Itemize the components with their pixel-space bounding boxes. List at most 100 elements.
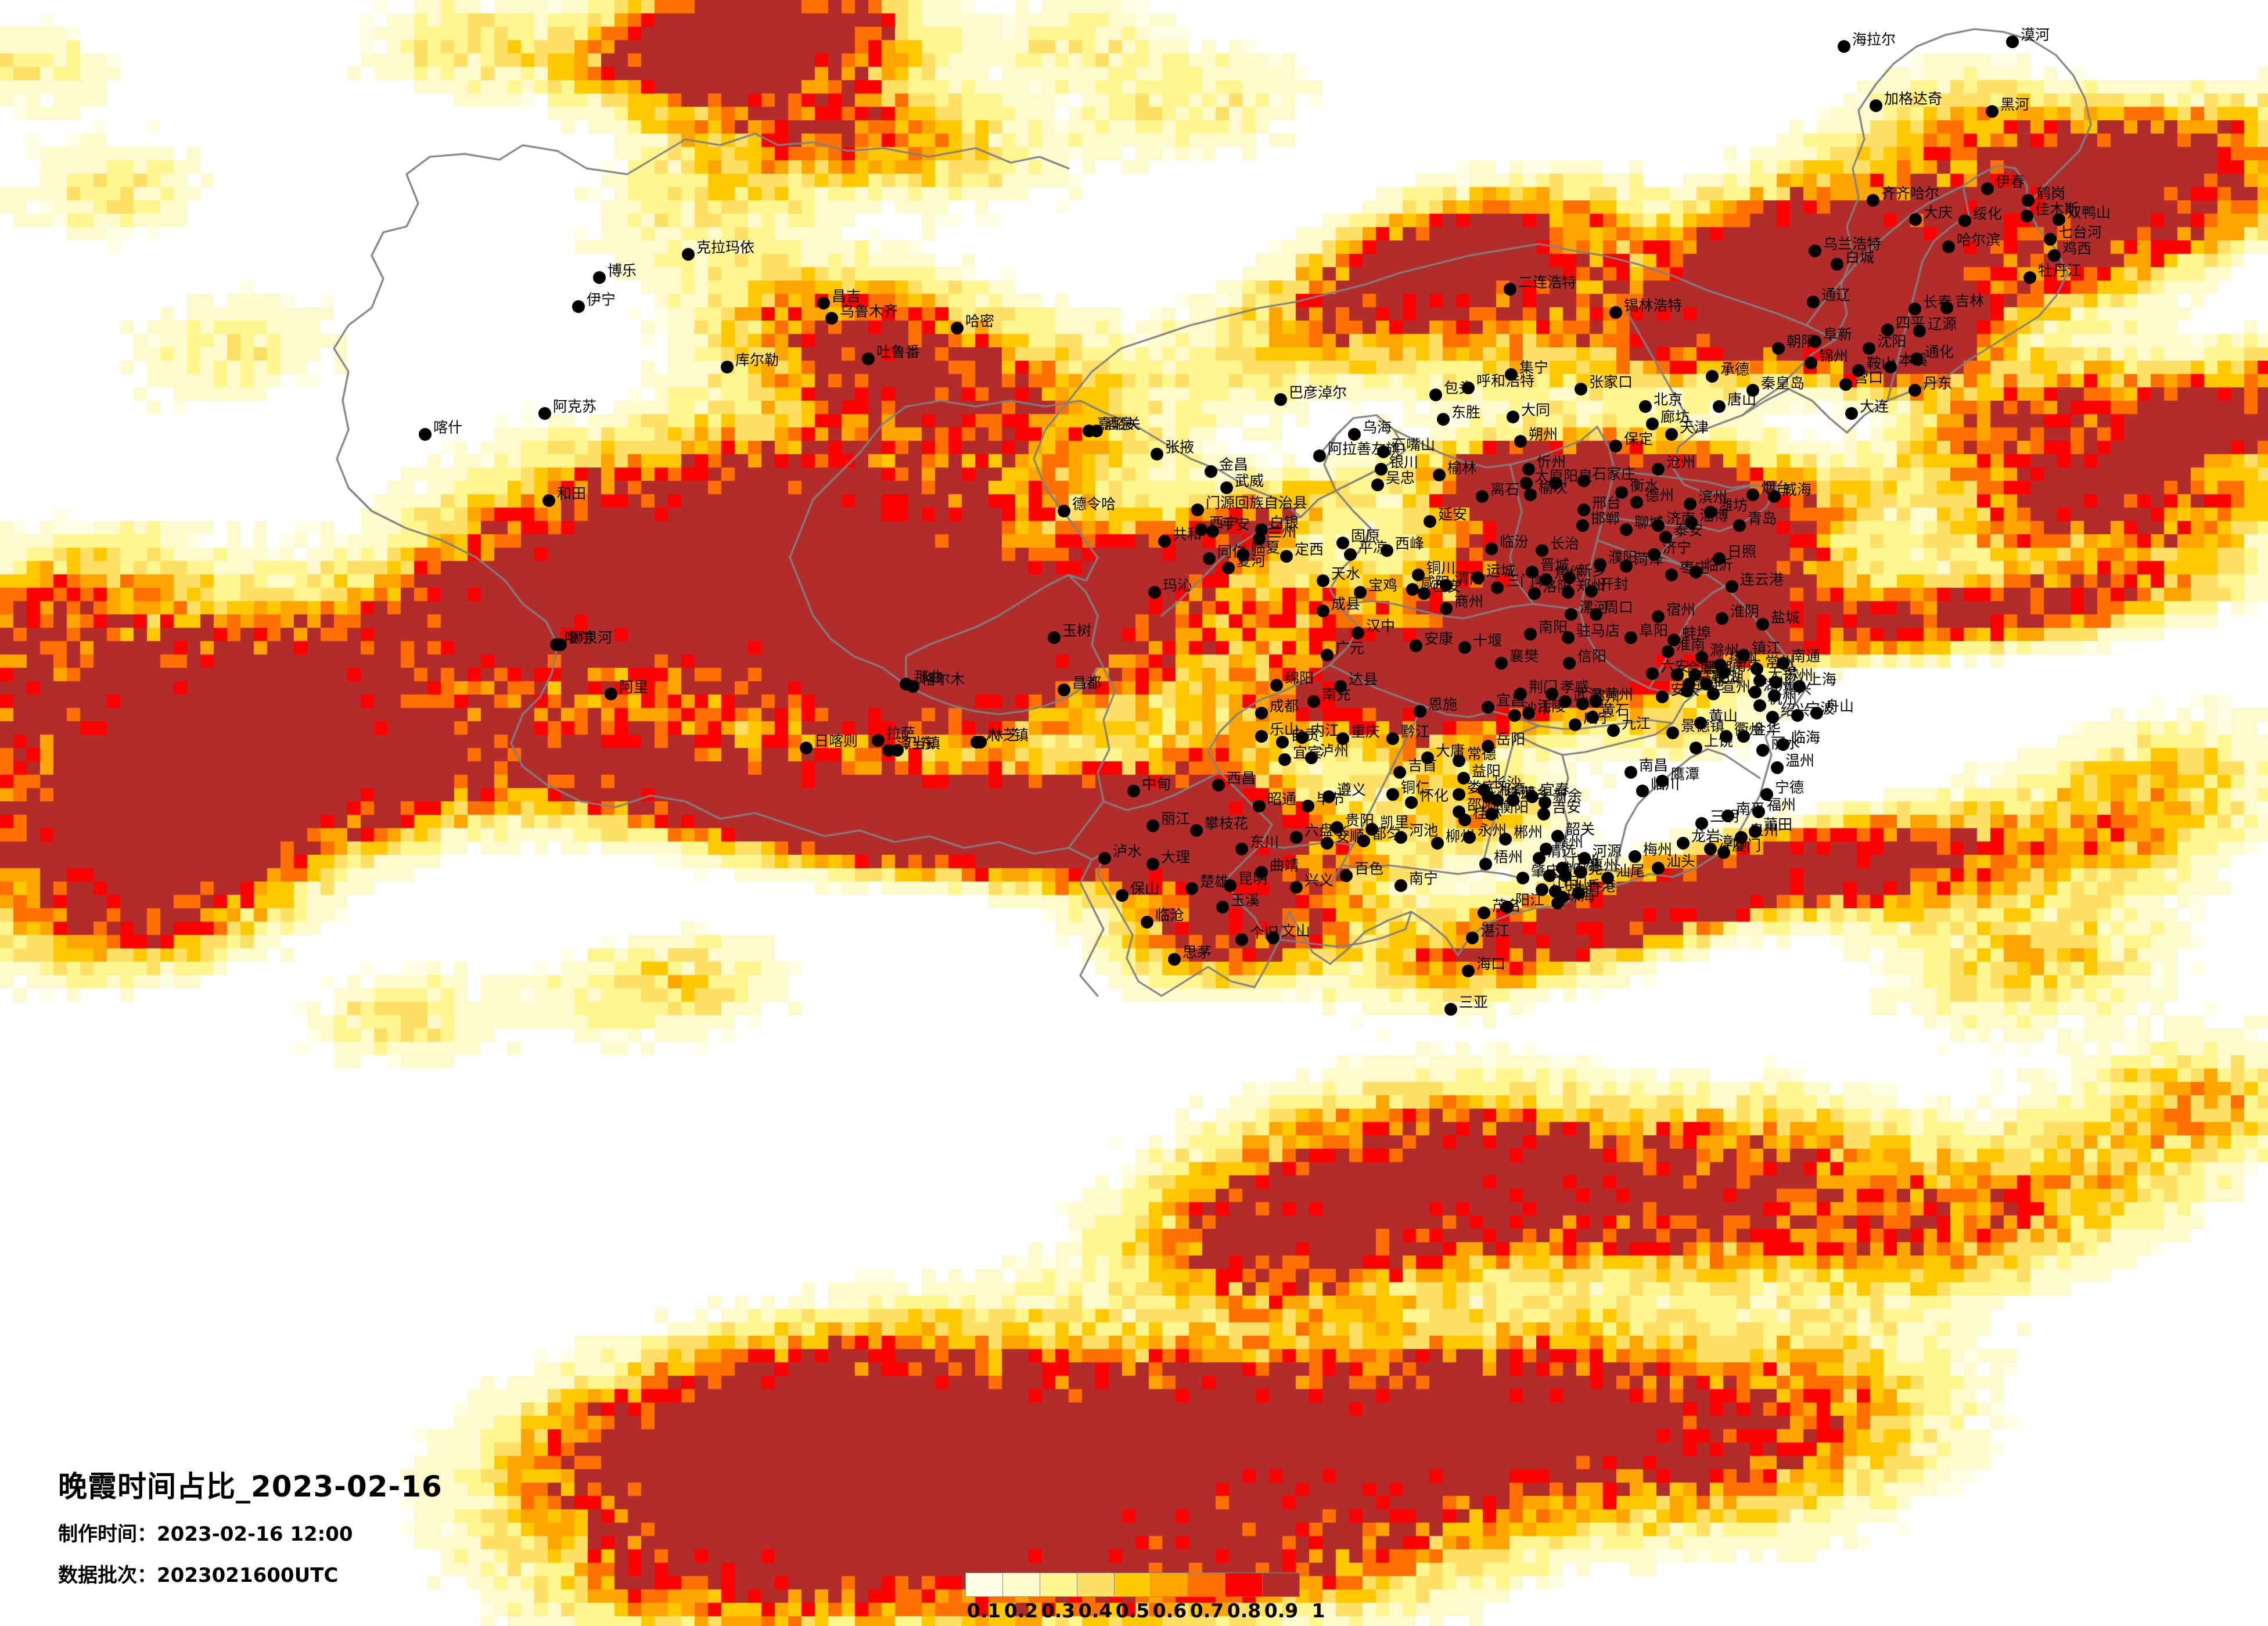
city-dot (1652, 610, 1665, 623)
city-dot (1809, 244, 1821, 257)
city-dot (1083, 425, 1095, 437)
city-dot (1151, 448, 1163, 461)
city-dot (1485, 542, 1498, 555)
city-dot (1671, 668, 1684, 681)
city-label: 宜昌 (1496, 692, 1526, 709)
city-label: 喀什 (433, 419, 463, 436)
city-label: 临沧 (1155, 906, 1185, 924)
city-dot (1735, 831, 1748, 844)
city-label: 阿里 (619, 678, 649, 696)
data-batch-value: 2023021600UTC (157, 1564, 339, 1587)
colorbar-swatch-0.9 (1263, 1573, 1300, 1596)
city-dot (1607, 724, 1620, 737)
city-label: 黄州 (1604, 686, 1634, 703)
city-label: 黄山 (1709, 707, 1738, 725)
city-label: 梧州 (1494, 848, 1523, 866)
city-dot (1466, 931, 1479, 944)
city-label: 温州 (1785, 752, 1815, 769)
city-label: 河源 (1593, 843, 1622, 860)
city-label: 上饶 (1704, 732, 1734, 750)
city-dot (1810, 707, 1823, 720)
city-label: 拉萨 (886, 725, 916, 742)
city-label: 大庆 (1924, 204, 1953, 221)
city-dot (1706, 370, 1719, 383)
city-dot (1098, 852, 1111, 865)
city-dot (1514, 435, 1527, 448)
city-label: 二连浩特 (1518, 274, 1577, 291)
city-dot (1539, 796, 1551, 809)
city-label: 南昌 (1639, 757, 1669, 774)
city-label: 孝感 (1560, 678, 1590, 696)
city-dot (1148, 586, 1161, 599)
city-dot (1305, 751, 1318, 764)
city-dot (1737, 649, 1750, 661)
colorbar-swatch-0.2 (1002, 1573, 1040, 1596)
city-label: 毕节 (1316, 790, 1346, 808)
city-label: 信阳 (1577, 647, 1607, 665)
city-dot (1981, 182, 1994, 195)
city-label: 泸水 (1113, 843, 1142, 860)
city-label: 成都 (1270, 697, 1299, 715)
city-dot (1146, 819, 1159, 832)
city-dot (1485, 808, 1498, 821)
city-label: 天水 (1331, 565, 1361, 582)
city-label: 扬州 (1728, 649, 1758, 667)
city-dot (1206, 525, 1219, 538)
city-label: 连云港 (1740, 571, 1784, 588)
city-label: 周口 (1604, 599, 1634, 616)
city-dot (1809, 335, 1821, 348)
city-dot (1565, 608, 1577, 621)
city-dot (1624, 631, 1637, 644)
city-dot (1317, 605, 1329, 617)
city-label: 济南 (1666, 510, 1696, 527)
city-dot (1958, 214, 1971, 227)
city-label: 安顺 (1335, 828, 1365, 845)
city-label: 晋城 (1540, 556, 1570, 574)
city-dot (1222, 562, 1235, 574)
city-label: 淮南 (1676, 636, 1706, 653)
city-label: 噶尔 (565, 629, 594, 646)
city-dot (1524, 628, 1537, 641)
city-label: 忻州 (1537, 454, 1566, 471)
city-dot (891, 744, 904, 757)
city-label: 昌都 (1072, 674, 1102, 692)
city-dot (1212, 779, 1225, 792)
city-dot (951, 322, 964, 334)
city-dot (1235, 933, 1248, 946)
city-dot (1737, 730, 1750, 743)
city-label: 岳阳 (1496, 731, 1526, 748)
city-label: 乌兰浩特 (1823, 235, 1882, 253)
city-label: 集宁 (1519, 359, 1549, 376)
city-label: 巴彦淖尔 (1289, 384, 1347, 401)
city-dot (1058, 505, 1070, 517)
city-label: 青岛 (1748, 510, 1777, 527)
city-dot (1237, 548, 1249, 561)
city-dot (1713, 552, 1726, 565)
city-label: 门源回族自治县 (1206, 494, 1308, 512)
city-dot (1870, 99, 1882, 112)
city-label: 攀枝花 (1205, 815, 1249, 832)
city-label: 绵阳 (1285, 670, 1314, 687)
city-dot (1536, 883, 1548, 896)
city-dot (1586, 711, 1599, 724)
city-dot (1685, 516, 1698, 529)
city-label: 鹤岗 (2036, 185, 2066, 202)
city-label: 同仁 (1217, 543, 1247, 560)
city-label: 日照 (1727, 543, 1757, 560)
city-label: 宝鸡 (1368, 577, 1398, 594)
city-label: 三亚 (1459, 994, 1489, 1011)
city-label: 新余 (1553, 787, 1583, 804)
city-dot (1508, 709, 1521, 722)
city-label: 济宁 (1662, 539, 1692, 556)
city-label: 襄樊 (1509, 647, 1539, 665)
city-dot (1507, 794, 1519, 807)
city-label: 保定 (1624, 430, 1654, 448)
city-label: 七台河 (2058, 224, 2102, 241)
colorbar-swatches (965, 1573, 1300, 1597)
city-dot (1562, 586, 1575, 599)
city-dot (1986, 105, 1999, 118)
city-dot (1255, 523, 1268, 536)
city-dot (1756, 744, 1769, 757)
city-dot (1716, 612, 1728, 625)
city-label: 通辽 (1821, 286, 1851, 304)
